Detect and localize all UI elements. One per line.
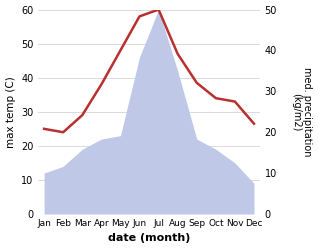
Y-axis label: max temp (C): max temp (C) <box>5 76 16 148</box>
X-axis label: date (month): date (month) <box>108 234 190 244</box>
Y-axis label: med. precipitation
(kg/m2): med. precipitation (kg/m2) <box>291 67 313 157</box>
